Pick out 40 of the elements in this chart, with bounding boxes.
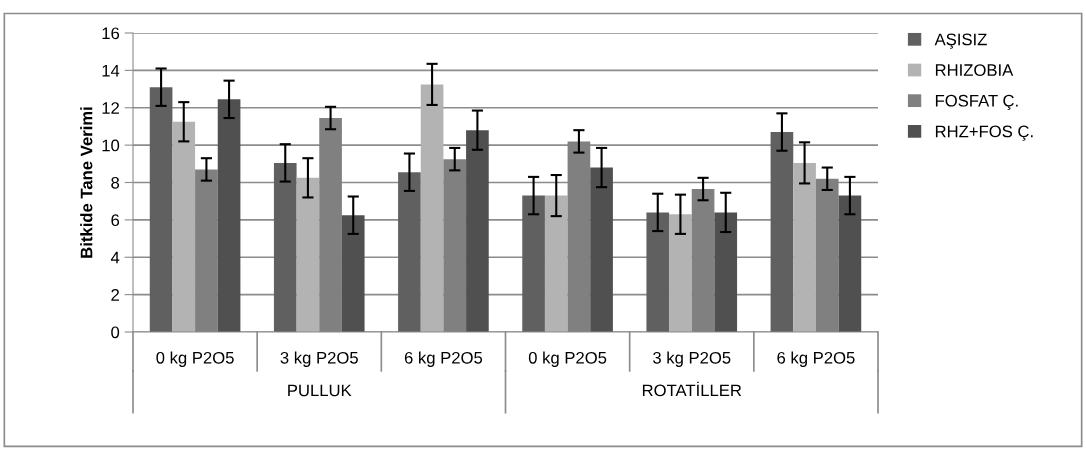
bar [669, 214, 692, 332]
x-tick-label: 6 kg P2O5 [404, 351, 483, 367]
y-tick-label: 14 [102, 64, 120, 77]
y-tick-label: 16 [102, 27, 120, 40]
y-tick-label: 8 [111, 176, 120, 189]
bar [149, 87, 173, 332]
y-tick-label: 6 [111, 214, 120, 227]
text: PULLUK [288, 384, 352, 397]
x-tick-label: 0 kg P2O5 [156, 351, 234, 367]
bar [466, 130, 489, 332]
x-tick-label: 6 kg P2O5 [777, 351, 855, 367]
bar [522, 195, 545, 332]
bar [714, 212, 738, 332]
y-tick-label: 0 [111, 326, 120, 339]
legend-label: AŞISIZ [934, 33, 987, 49]
legend-label: RHZ+FOS Ç. [935, 125, 1033, 141]
y-tick-label: 4 [110, 251, 120, 264]
bar [296, 177, 320, 332]
bar [172, 121, 196, 332]
y-axis-title: Bitkide Tane Verimi [80, 107, 93, 258]
legend-label: FOSFAT Ç. [935, 94, 1018, 110]
bar [646, 212, 670, 332]
bar [341, 215, 365, 332]
bar [770, 132, 794, 332]
y-tick-label: 10 [102, 139, 120, 152]
bar [544, 195, 568, 332]
bar [273, 162, 297, 332]
bar [217, 99, 241, 332]
x-tick-label: 3 kg P2O5 [280, 351, 358, 367]
y-tick-label: 2 [111, 289, 119, 301]
bar [398, 172, 421, 332]
bar [420, 84, 444, 332]
bar [793, 162, 816, 332]
x-tick-label: 0 kg P2O5 [528, 351, 607, 367]
bar [838, 195, 862, 332]
x-tick-label: 3 kg P2O5 [653, 351, 731, 367]
legend-label: RHIZOBIA [935, 64, 1014, 76]
y-tick-label: 12 [102, 102, 119, 114]
text: ROTATİLLER [642, 381, 742, 397]
bar [590, 167, 613, 332]
